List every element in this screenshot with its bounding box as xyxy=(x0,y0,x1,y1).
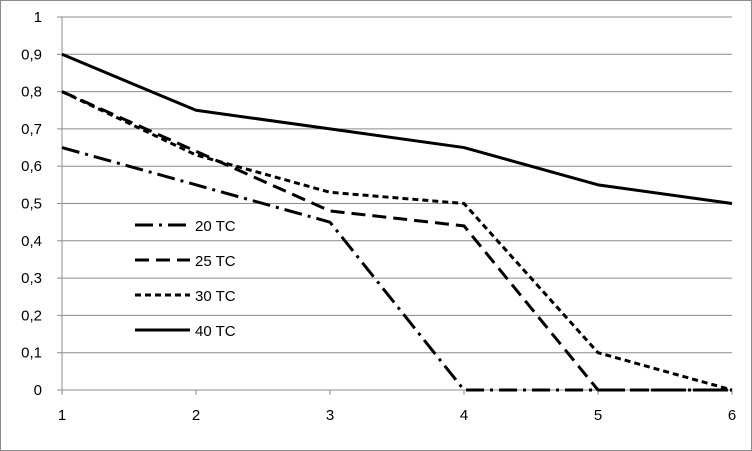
y-tick-label: 0,8 xyxy=(21,84,42,101)
x-tick-label: 2 xyxy=(192,407,200,424)
y-tick-label: 1 xyxy=(34,9,42,26)
legend: 20 TC 25 TC 30 TC 40 TC xyxy=(135,218,236,340)
legend-label: 30 TC xyxy=(195,288,236,305)
gridlines xyxy=(62,16,732,354)
y-tick-label: 0,9 xyxy=(21,46,42,63)
y-tick-label: 0,1 xyxy=(21,345,42,362)
y-tick-label: 0,6 xyxy=(21,158,42,175)
y-tick-label: 0 xyxy=(34,382,42,399)
x-tick-label: 3 xyxy=(326,407,334,424)
series-line-40-tc xyxy=(61,52,733,205)
y-tick-label: 0,5 xyxy=(21,196,42,213)
y-tick-label: 0,7 xyxy=(21,121,42,138)
x-tick-label: 5 xyxy=(594,407,602,424)
series-line-25-tc xyxy=(61,90,732,392)
legend-label: 25 TC xyxy=(195,253,236,270)
legend-label: 40 TC xyxy=(195,323,236,340)
legend-label: 20 TC xyxy=(195,218,236,235)
x-tick-label: 6 xyxy=(728,407,736,424)
y-tick-label: 0,2 xyxy=(21,307,42,324)
series-line-20-tc xyxy=(61,146,732,392)
axes: 0 0,1 0,2 0,3 0,4 0,5 0,6 0,7 0,8 0,9 1 1 2 3 4 5 6 xyxy=(21,9,736,424)
y-tick-label: 0,3 xyxy=(21,270,42,287)
series-lines xyxy=(61,52,733,392)
x-tick-label: 1 xyxy=(58,407,66,424)
y-tick-label: 0,4 xyxy=(21,233,42,250)
series-line-30-tc xyxy=(61,90,733,392)
x-tick-label: 4 xyxy=(460,407,468,424)
